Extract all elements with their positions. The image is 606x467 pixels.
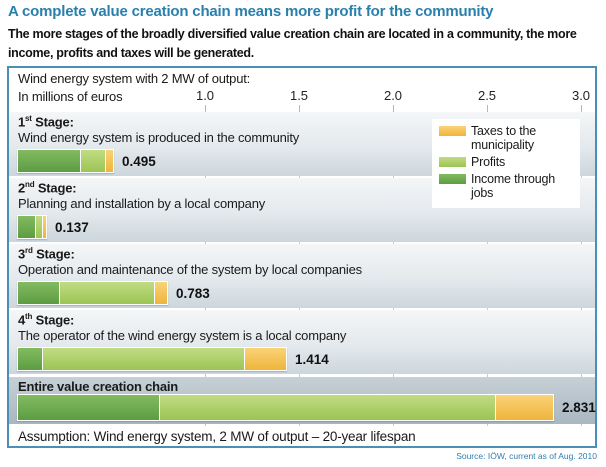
taxes-swatch-icon — [439, 126, 466, 136]
stage-text: 1st Stage: Wind energy system is produce… — [9, 112, 595, 146]
bar-segment-income — [18, 282, 59, 304]
entire-chain-title: Entire value creation chain — [18, 379, 179, 394]
stage-text: 2nd Stage: Planning and installation by … — [9, 178, 595, 212]
bar-value: 0.495 — [122, 153, 156, 169]
axis-tick-label: 1.0 — [195, 88, 215, 103]
axis-tick-mark — [581, 105, 582, 112]
legend-item-income: Income through jobs — [439, 172, 576, 200]
bar-line: 1.414 — [17, 347, 329, 371]
bar-segment-taxes — [154, 282, 167, 304]
stage-description: Operation and maintenance of the system … — [18, 261, 362, 277]
stacked-bar — [17, 347, 287, 371]
stage-text: Entire value creation chain — [9, 377, 595, 395]
stage-title: 4th Stage: — [18, 312, 595, 328]
bar-line: 0.783 — [17, 281, 210, 305]
bar-value: 2.831 — [562, 400, 596, 415]
bar-segment-taxes — [495, 395, 553, 420]
chart-frame: Wind energy system with 2 MW of output: … — [7, 66, 597, 448]
axis-tick-mark — [393, 105, 394, 112]
bar-segment-profits — [159, 395, 495, 420]
stage-ordinal-suffix: nd — [25, 180, 35, 189]
stage-row: 3rd Stage: Operation and maintenance of … — [9, 244, 595, 308]
stage-row: 4th Stage: The operator of the wind ener… — [9, 310, 595, 374]
bar-segment-profits — [59, 282, 154, 304]
assumption-note: Assumption: Wind energy system, 2 MW of … — [18, 426, 593, 444]
stage-description: Planning and installation by a local com… — [18, 195, 266, 211]
stage-ordinal: 2 — [18, 180, 26, 196]
stage-ordinal-suffix: th — [25, 312, 33, 321]
axis-tick-mark — [299, 105, 300, 112]
profits-swatch-icon — [439, 157, 466, 167]
stage-word: Stage: — [35, 312, 75, 328]
bar-value: 0.137 — [55, 219, 89, 235]
axis-tick-label: 2.5 — [477, 88, 497, 103]
legend-item-taxes: Taxes to the municipality — [439, 124, 576, 152]
axis-tick-label: 2.0 — [383, 88, 403, 103]
stage-word: Stage: — [37, 180, 77, 196]
legend-label: Income through jobs — [471, 172, 556, 200]
stage-description: The operator of the wind energy system i… — [18, 327, 347, 343]
bar-segment-income — [18, 348, 42, 370]
bar-segment-taxes — [244, 348, 286, 370]
stage-ordinal: 4 — [18, 312, 26, 328]
stage-ordinal-suffix: rd — [25, 246, 33, 255]
axis-tick-mark — [205, 105, 206, 112]
bar-segment-income — [18, 216, 35, 238]
bar-segment-profits — [35, 216, 42, 238]
stage-word: Stage: — [36, 246, 75, 262]
axis-tick-label: 1.5 — [289, 88, 309, 103]
stage-text: 3rd Stage: Operation and maintenance of … — [9, 244, 595, 278]
bar-line: 0.137 — [17, 215, 89, 239]
bar-segment-income — [18, 150, 80, 172]
axis-tick-label: 3.0 — [571, 88, 591, 103]
stage-ordinal: 1 — [18, 114, 26, 130]
chart-top-label: Wind energy system with 2 MW of output: — [18, 71, 251, 86]
legend: Taxes to the municipality Profits Income… — [432, 119, 580, 208]
stage-ordinal: 3 — [18, 246, 26, 262]
stacked-bar — [17, 215, 47, 239]
bar-segment-profits — [80, 150, 105, 172]
source-note: Source: IÖW, current as of Aug. 2010 — [456, 451, 597, 461]
stacked-bar — [17, 149, 114, 173]
bar-segment-profits — [42, 348, 244, 370]
legend-item-profits: Profits — [439, 155, 576, 169]
legend-label: Profits — [471, 155, 506, 169]
stage-title: 1st Stage: — [18, 114, 595, 130]
stage-word: Stage: — [35, 114, 74, 130]
chart-rows: 1st Stage: Wind energy system is produce… — [9, 112, 596, 428]
entire-chain-row: Entire value creation chain 2.831 — [9, 377, 596, 424]
income-swatch-icon — [439, 174, 466, 184]
stacked-bar — [17, 394, 554, 421]
axis-tick-mark — [487, 105, 488, 112]
stacked-bar — [17, 281, 168, 305]
bar-value: 1.414 — [295, 351, 329, 367]
bar-line: 0.495 — [17, 149, 156, 173]
bar-segment-taxes — [105, 150, 113, 172]
axis-unit-label: In millions of euros — [18, 89, 123, 104]
stage-ordinal-suffix: st — [25, 114, 32, 123]
bar-segment-income — [18, 395, 159, 420]
axis-ticks: 1.0 1.5 2.0 2.5 3.0 — [9, 68, 595, 112]
stage-description: Wind energy system is produced in the co… — [18, 129, 300, 145]
stage-row: 1st Stage: Wind energy system is produce… — [9, 112, 595, 176]
bar-segment-taxes — [42, 216, 46, 238]
bar-value: 0.783 — [176, 285, 210, 301]
stage-text: 4th Stage: The operator of the wind ener… — [9, 310, 595, 344]
legend-label: Taxes to the municipality — [471, 124, 537, 152]
stage-title: 3rd Stage: — [18, 246, 595, 262]
page-title: A complete value creation chain means mo… — [8, 3, 494, 20]
page-subtitle: The more stages of the broadly diversifi… — [8, 27, 577, 60]
stage-title: 2nd Stage: — [18, 180, 595, 196]
bar-line: 2.831 — [17, 394, 596, 421]
